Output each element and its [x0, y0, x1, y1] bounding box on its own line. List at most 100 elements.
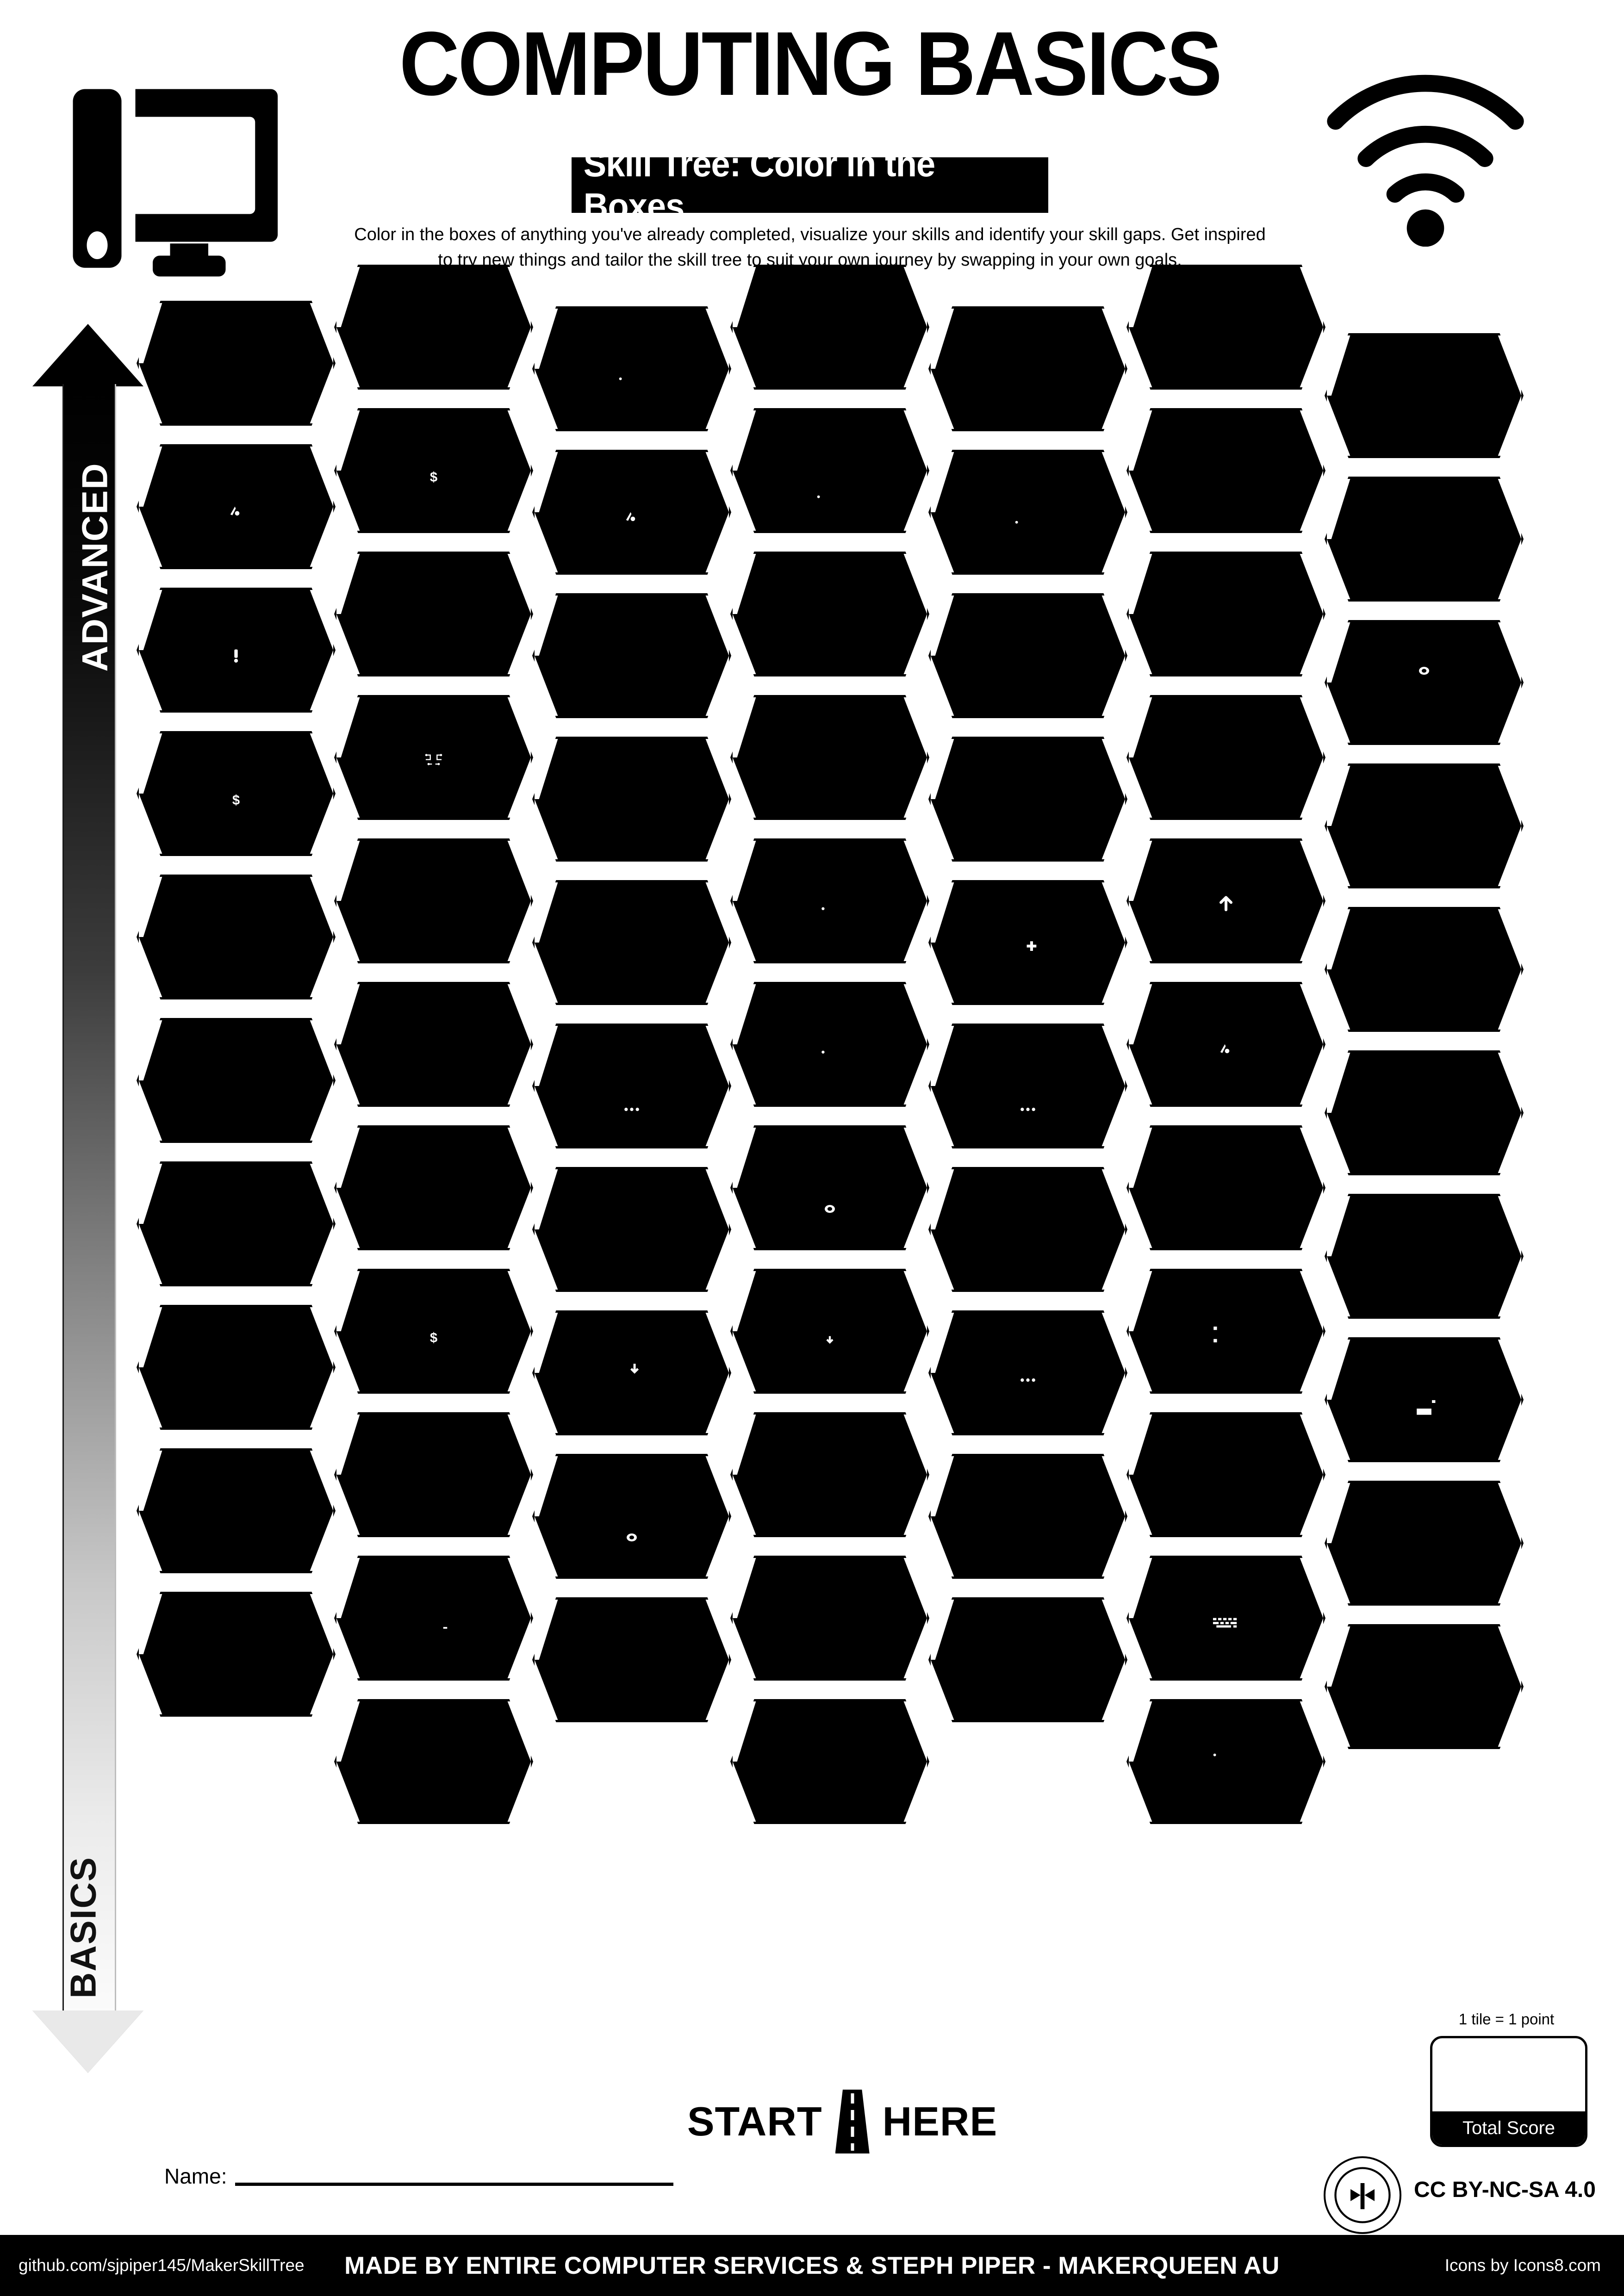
skill-tile[interactable]: (set your own goal) [1126, 265, 1325, 390]
tile-content: Email photos or documents [933, 1458, 1123, 1575]
footer-repo-link[interactable]: github.com/sjpiper145/MakerSkillTree [19, 2256, 305, 2275]
skill-tile[interactable]: Sign up for 'Have I been pwnd?' [137, 588, 336, 713]
skill-tile[interactable]: Use cable management at your workstation [334, 838, 533, 963]
skill-tile[interactable]: Make a spreadsheet [532, 880, 731, 1005]
name-label: Name: [164, 2164, 227, 2188]
skill-tile[interactable]: Get a smart phone [730, 1699, 929, 1824]
skill-tile[interactable]: (set your own goal) [1325, 333, 1524, 458]
skill-tile[interactable]: Edit a photo [1325, 620, 1524, 745]
skill-tile[interactable]: Change your desktop wallpaper [1325, 1624, 1524, 1749]
skill-tile[interactable]: Send photos from your phone to your comput… [532, 1454, 731, 1579]
tile-content: Set up cloud storage [735, 1416, 925, 1533]
video-camera-icon [215, 938, 257, 974]
tile-content: Buy a domain name www [1131, 555, 1321, 673]
skill-tile[interactable]: Set up an adblocker [334, 982, 533, 1107]
skill-tile[interactable]: Help someone fix a problem [334, 552, 533, 676]
skill-tile[interactable]: Teach a class on computer skills [928, 306, 1127, 431]
skill-tile[interactable]: Take a selfie to use as a display picture [730, 1125, 929, 1250]
skill-tile[interactable]: (set your own goal) [730, 265, 929, 390]
skill-tile[interactable]: Google an error message [334, 1556, 533, 1681]
skill-tile[interactable]: Find news and weather online [730, 1556, 929, 1681]
tile-label: Find a good tech support person [569, 748, 695, 781]
skill-tile[interactable]: Set up internet [334, 1699, 533, 1824]
skill-tile[interactable]: Find a good tech support person? [532, 737, 731, 862]
skill-tile[interactable]: Email photos or documents [928, 1454, 1127, 1579]
hex-outline [532, 1310, 731, 1435]
skill-tile[interactable]: Set up cloud storage [730, 1412, 929, 1537]
skill-tile[interactable]: Find something on google [532, 1597, 731, 1722]
skill-tile[interactable]: Purchase and install new software [730, 1269, 929, 1394]
tile-label: Find something on google [583, 1608, 680, 1641]
here-label: HERE [882, 2098, 998, 2144]
skill-tile[interactable]: Learn how to spot misinformation and check… [1325, 763, 1524, 888]
tile-label: Play an online video game [772, 850, 888, 882]
skill-tile[interactable]: Make a social media account [928, 1167, 1127, 1292]
skill-tile[interactable]: Set up an email [928, 1597, 1127, 1722]
skill-tile[interactable]: Get a VPN www [1126, 695, 1325, 820]
skill-tile[interactable]: Scan a QR code [1126, 1269, 1325, 1394]
tile-label: Get a computer [1177, 1710, 1275, 1726]
skill-tile[interactable]: Set up 2 factor authentication or a passke… [928, 1024, 1127, 1148]
skill-tile[interactable]: Edit a PDF File [532, 593, 731, 718]
shopping-cart-icon [611, 1358, 653, 1394]
skill-tile[interactable]: Set up an online store $ [334, 408, 533, 533]
skill-tile[interactable]: Teach a friend a computer skill [730, 552, 929, 676]
skill-tile[interactable]: Listen to an audio book or read an e-book [1126, 1125, 1325, 1250]
skill-tile[interactable]: Use internet banking $ [334, 1269, 533, 1394]
skill-tile[interactable]: Recover something you deleted [1325, 907, 1524, 1032]
skill-tile[interactable]: Learn to type on a keyboard [1126, 1556, 1325, 1681]
skill-tile[interactable]: Set up an ergonomic workspace [137, 1448, 336, 1573]
skill-tile[interactable]: Set up a domain email [1325, 477, 1524, 602]
tile-content: Attend a workshop or read a book [141, 1165, 331, 1283]
skill-tile[interactable]: Pin your most used programs to your taskba… [1126, 1412, 1325, 1537]
tile-content: Spot a scam [141, 1309, 331, 1426]
skill-tile[interactable]: Sell second hand items online $ [137, 731, 336, 856]
skill-tile[interactable]: Install a web browser extension [1126, 982, 1325, 1107]
skill-tile[interactable]: Video call someone in a different timezone [137, 875, 336, 999]
padlock-icon [1007, 1358, 1049, 1394]
skill-tile[interactable]: Pay a bill online [1325, 1194, 1524, 1319]
skill-tile[interactable]: (set your own goal) [334, 265, 533, 390]
skill-tile[interactable]: Video call with a friend [137, 1018, 336, 1143]
skill-tile[interactable]: Play an online video game [730, 838, 929, 963]
name-field[interactable]: Name: [164, 2156, 673, 2189]
skill-tile[interactable]: Build a computer [532, 306, 731, 431]
skill-tile[interactable]: Set up a printer [1325, 1337, 1524, 1462]
name-write-line[interactable] [235, 2178, 673, 2186]
skill-tile[interactable]: Attend a workshop or read a book [137, 1161, 336, 1286]
skill-tile[interactable]: Use AI to help you with a task [334, 695, 533, 820]
skill-tile[interactable]: Mange your privacy settings on social medi… [532, 1024, 731, 1148]
skill-tile[interactable]: Lodge taxes online [730, 695, 929, 820]
svg-text:www: www [1213, 612, 1239, 624]
skill-tile[interactable]: Make a website www [1126, 408, 1325, 533]
skill-tile[interactable]: Get a computer [1126, 1699, 1325, 1824]
tile-label: Set up an online store [397, 419, 470, 452]
tile-content: Play an online video game [735, 842, 925, 960]
skill-tile[interactable]: Stream a movie or tv show [137, 1592, 336, 1717]
newspaper-icon [809, 1603, 851, 1639]
skill-tile[interactable]: Send a meeting request via email [1325, 1050, 1524, 1175]
www-globe-icon: www [1205, 439, 1247, 475]
skill-tile[interactable]: Get more than one screen [532, 1167, 731, 1292]
skill-tile[interactable]: Buy a domain name www [1126, 552, 1325, 676]
skill-tile[interactable]: Listen to digital radio [1325, 1481, 1524, 1606]
skill-tile[interactable]: Set up a password manager [928, 1310, 1127, 1435]
skill-tile[interactable]: Upgrade a computer with better parts [730, 408, 929, 533]
skill-tile[interactable]: Organize your files [334, 1412, 533, 1537]
skill-tile[interactable]: Upload a video online [1126, 838, 1325, 963]
skill-tile[interactable]: Research a computer build [928, 450, 1127, 575]
skill-tile[interactable]: Buy something online [532, 1310, 731, 1435]
tile-label: Order a meal online [991, 748, 1064, 781]
tile-content: Edit a photo [1329, 624, 1519, 741]
skill-tile[interactable]: (set your own goal) [137, 301, 336, 426]
skill-tile[interactable]: Spot a scam [137, 1305, 336, 1430]
skill-tile[interactable]: Play an offline video game [730, 982, 929, 1107]
skill-tile[interactable]: Fix a problem yourself [334, 1125, 533, 1250]
tile-content: Make a social media account [933, 1171, 1123, 1288]
skill-tile[interactable]: Order groceries for delivery online [928, 880, 1127, 1005]
total-score-box[interactable]: Total Score [1430, 2036, 1587, 2147]
skill-tile[interactable]: Order a meal online [928, 737, 1127, 862]
skill-tile[interactable]: Install an operating system [532, 450, 731, 575]
skill-tile[interactable]: Set up a blog [928, 593, 1127, 718]
skill-tile[interactable]: Try a different operating system [137, 444, 336, 569]
